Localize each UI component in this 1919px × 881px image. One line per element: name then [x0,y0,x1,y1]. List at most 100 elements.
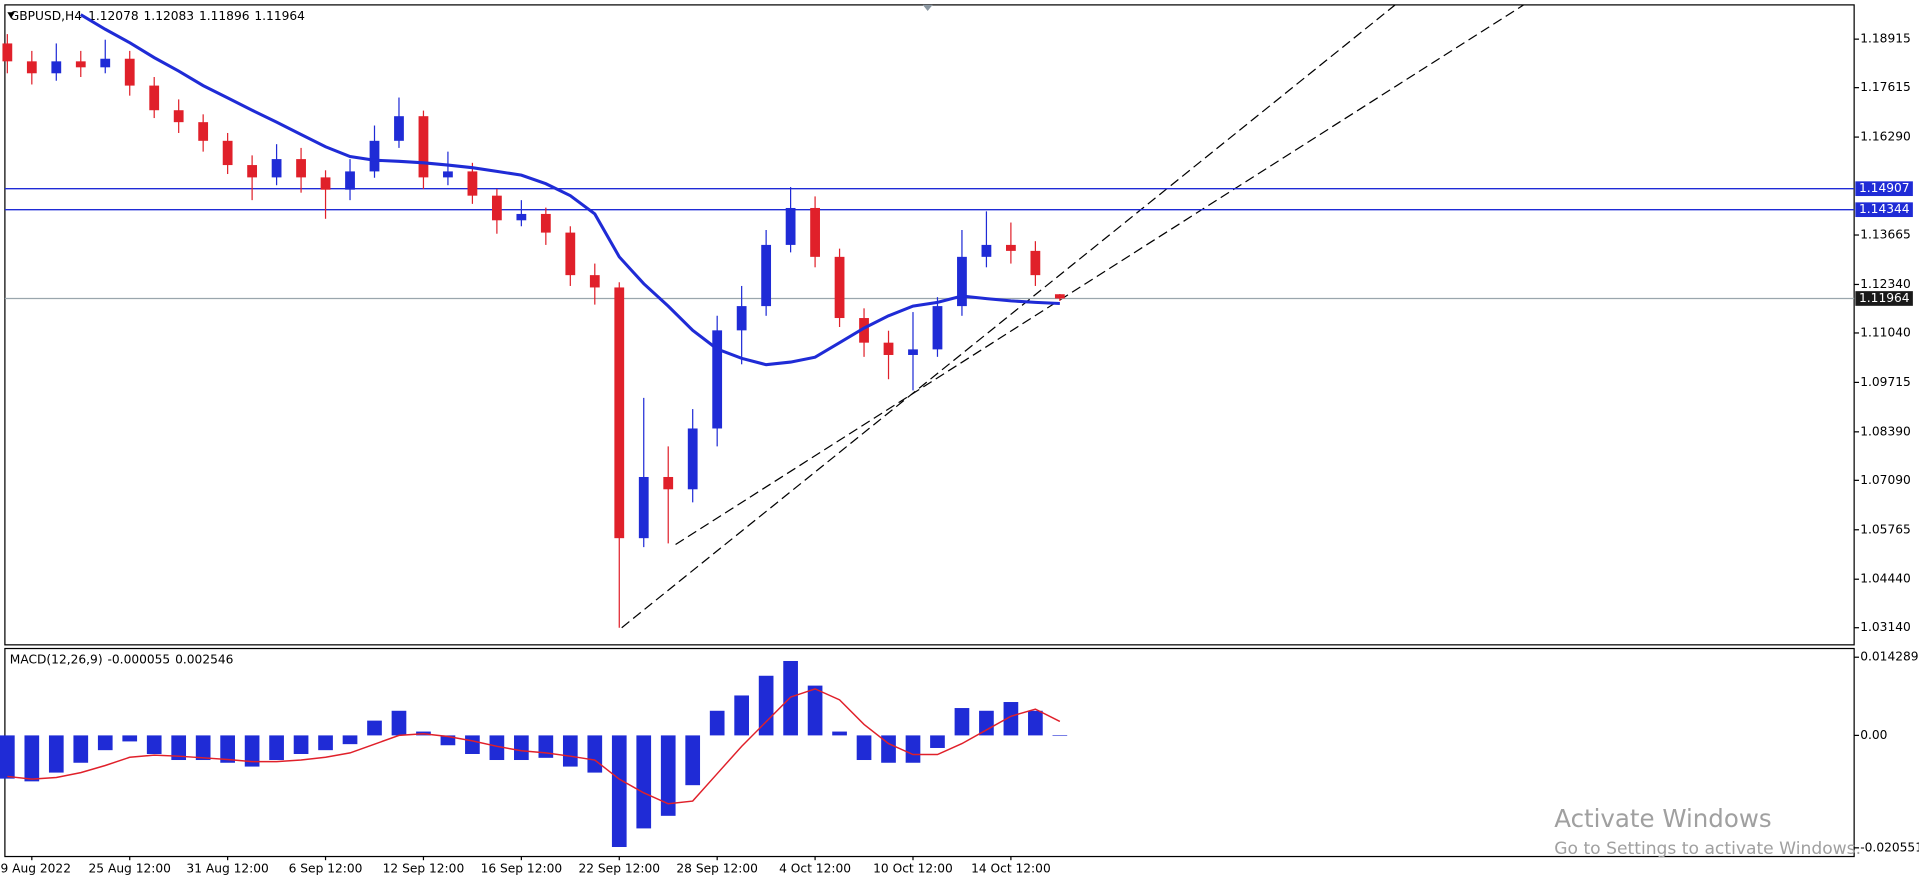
candle-body [443,171,453,178]
macd-signal [7,688,1061,805]
candle-body [149,85,160,111]
macd-bar [122,735,138,742]
y-tick-label: 1.18915 [1860,32,1911,46]
candle-body [834,256,845,319]
indicator-name: MACD(12,26,9) [10,652,103,666]
y-tick-label: 1.11040 [1860,325,1911,339]
candle-body [565,232,576,276]
candle-body [687,428,698,490]
level-label-box [1855,181,1913,197]
x-tick-label: 28 Sep 12:00 [676,861,758,875]
macd-bar [0,735,15,779]
candle-body [51,61,62,74]
candle-body [908,349,918,355]
macd-bar [832,731,847,736]
y-tick-label: -0.020551 [1860,840,1919,854]
header-value: 1.12078 [88,8,139,22]
y-tick-label: 1.03140 [1860,620,1911,634]
trendline [621,4,1396,629]
main-frame [4,4,1855,646]
macd-bar [489,735,505,761]
y-tick-label: 1.16290 [1860,130,1911,144]
current-price-label: 1.11964 [1855,291,1913,306]
macd-bar [905,735,921,763]
level-label: 1.14344 [1855,202,1913,218]
candle-body [2,43,13,62]
candle-body [320,177,331,190]
y-tick-label: 0.00 [1860,728,1887,742]
macd-bar [220,735,235,763]
candle-body [467,171,478,196]
candle-body [712,330,723,429]
macd-bar [734,695,749,736]
header-value: 1.11896 [199,8,250,22]
x-tick-label: 16 Sep 12:00 [481,861,563,875]
macd-bar [807,685,823,736]
current-price-label-box [1855,291,1913,306]
watermark-subtitle: Go to Settings to activate Windows. [1554,839,1861,859]
y-tick-label: 1.04440 [1860,572,1911,586]
candle-body [271,159,282,178]
candle-body [394,116,404,141]
header-value: 1.11964 [254,8,305,22]
candle-body [124,58,135,86]
moving-average [79,13,1060,367]
candle-body [785,207,796,245]
macd-bar [293,735,309,754]
candle-body [491,195,502,221]
macd-bar [97,735,113,751]
candle-body [1006,244,1016,251]
macd-bar [48,735,64,773]
macd-bar [73,735,89,763]
x-tick-label: 12 Sep 12:00 [383,861,465,875]
macd-bar [538,735,554,758]
header-value: 0.002546 [175,652,233,666]
macd-bar [514,735,529,761]
candle-body [345,171,355,190]
candle-body [859,318,869,343]
macd-bar [636,735,652,829]
candle-body [100,58,111,68]
header-value: -0.000055 [108,652,171,666]
candle-body [761,244,772,307]
header-value: 1.12083 [144,8,195,22]
candle-body [932,306,943,350]
x-tick-label: 22 Sep 12:00 [578,861,660,875]
y-tick-label: 1.05765 [1860,522,1911,536]
y-tick-label: 1.08390 [1860,424,1911,438]
macd-bar [1003,702,1019,736]
level-label: 1.14907 [1855,181,1913,197]
candle-body [296,159,306,178]
macd-bar [562,735,578,767]
candle-body [247,165,258,178]
y-tick-label: 0.014289 [1860,650,1918,664]
level-label-box [1855,202,1913,218]
candle-body [222,140,233,166]
macd-bar [1028,710,1043,736]
candle-body [1054,294,1065,299]
candle-body [198,122,209,141]
macd-bar [465,735,480,754]
macd-bar [954,708,970,736]
candle-body [26,61,37,74]
x-tick-label: 31 Aug 12:00 [186,861,268,875]
macd-bar [171,735,187,761]
y-tick-label: 1.09715 [1860,375,1911,389]
y-tick-label: 1.12340 [1860,277,1911,291]
x-tick-label: 14 Oct 12:00 [971,861,1051,875]
menu-arrow [7,12,15,19]
macd-bar [881,735,896,763]
candle-body [810,207,820,257]
candle-body [663,476,674,490]
candle-body [1030,250,1041,276]
current-price-label-text: 1.11964 [1859,291,1910,305]
macd-bar [195,735,211,761]
y-tick-label: 1.13665 [1860,228,1911,242]
x-tick-label: 25 Aug 12:00 [89,861,171,875]
macd-bar [269,735,284,761]
x-tick-label: 19 Aug 2022 [0,861,71,875]
candle-body [369,140,380,172]
macd-bar [611,735,627,848]
y-tick-label: 1.07090 [1860,473,1911,487]
macd-bar [440,735,456,746]
